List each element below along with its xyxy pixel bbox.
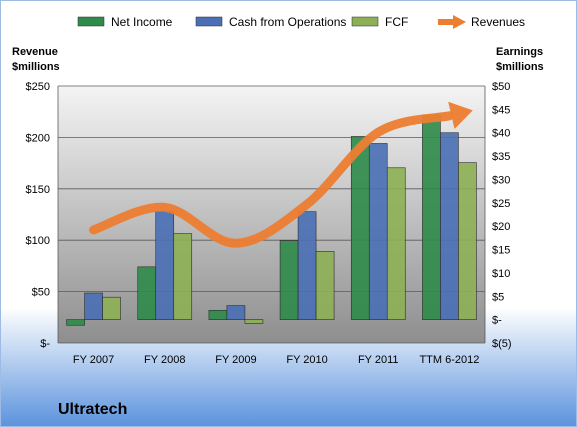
right-tick-label: $20	[492, 221, 510, 233]
right-tick-label: $-	[492, 315, 502, 327]
right-tick-label: $(5)	[492, 338, 512, 350]
right-tick-label: $45	[492, 104, 510, 116]
bar-net-income	[422, 115, 441, 320]
right-tick-label: $5	[492, 291, 504, 303]
legend-swatch	[77, 16, 105, 27]
bar-fcf	[386, 167, 406, 320]
right-axis-label-line-1: Earnings	[496, 46, 543, 58]
legend-swatch	[195, 16, 223, 27]
company-name: Ultratech	[58, 401, 127, 418]
legend-label: FCF	[385, 15, 408, 29]
left-axis-label-line-1: Revenue	[12, 46, 58, 58]
x-tick-label: TTM 6-2012	[419, 354, 479, 366]
left-tick-label: $-	[40, 338, 50, 350]
bar-net-income	[279, 240, 299, 320]
x-tick-label: FY 2009	[215, 354, 256, 366]
bar-cash-from-operations	[155, 210, 175, 320]
right-tick-label: $30	[492, 174, 510, 186]
right-tick-label: $10	[492, 268, 510, 280]
bar-fcf	[458, 162, 477, 320]
x-tick-label: FY 2011	[358, 354, 399, 366]
revenue-arrowhead	[448, 101, 473, 130]
left-tick-label: $50	[32, 287, 50, 299]
right-tick-label: $25	[492, 198, 510, 210]
left-tick-label: $200	[26, 132, 50, 144]
bar-net-income	[137, 266, 157, 320]
bar-cash-from-operations	[84, 292, 103, 320]
bar-fcf	[173, 233, 193, 320]
bar-fcf	[102, 296, 121, 320]
revenue-line-layer	[89, 101, 473, 248]
right-axis-label-line-2: $millions	[496, 61, 544, 73]
right-tick-label: $35	[492, 151, 510, 163]
legend-swatch	[351, 16, 379, 27]
left-tick-label: $150	[26, 184, 50, 196]
legend-label: Net Income	[111, 15, 173, 29]
bar-net-income	[66, 319, 85, 326]
left-tick-label: $250	[26, 81, 50, 93]
right-tick-label: $40	[492, 128, 510, 140]
legend: Net Income Cash from Operations FCF Revenue…	[77, 15, 525, 29]
tick-labels: $- $50 $100 $150 $200 $250 $(5) $- $5 $10 $15 $20 $2…	[26, 81, 512, 366]
gridlines	[57, 85, 486, 344]
bars	[66, 115, 477, 326]
left-tick-label: $100	[26, 235, 50, 247]
bar-cash-from-operations	[368, 143, 388, 320]
bar-cash-from-operations	[440, 132, 459, 320]
right-tick-label: $15	[492, 245, 510, 257]
bar-net-income	[350, 136, 370, 320]
x-tick-label: FY 2007	[73, 354, 114, 366]
bar-net-income	[208, 309, 228, 320]
legend-arrow	[453, 15, 466, 29]
x-tick-label: FY 2010	[286, 354, 327, 366]
bar-cash-from-operations	[297, 211, 317, 320]
bar-fcf	[315, 251, 335, 320]
legend-label: Cash from Operations	[229, 15, 346, 29]
right-tick-label: $50	[492, 81, 510, 93]
bar-fcf	[244, 319, 264, 324]
revenue-line	[89, 111, 454, 248]
bar-cash-from-operations	[226, 305, 246, 320]
legend-label: Revenues	[471, 15, 525, 29]
x-tick-label: FY 2008	[144, 354, 185, 366]
left-axis-label-line-2: $millions	[12, 61, 60, 73]
